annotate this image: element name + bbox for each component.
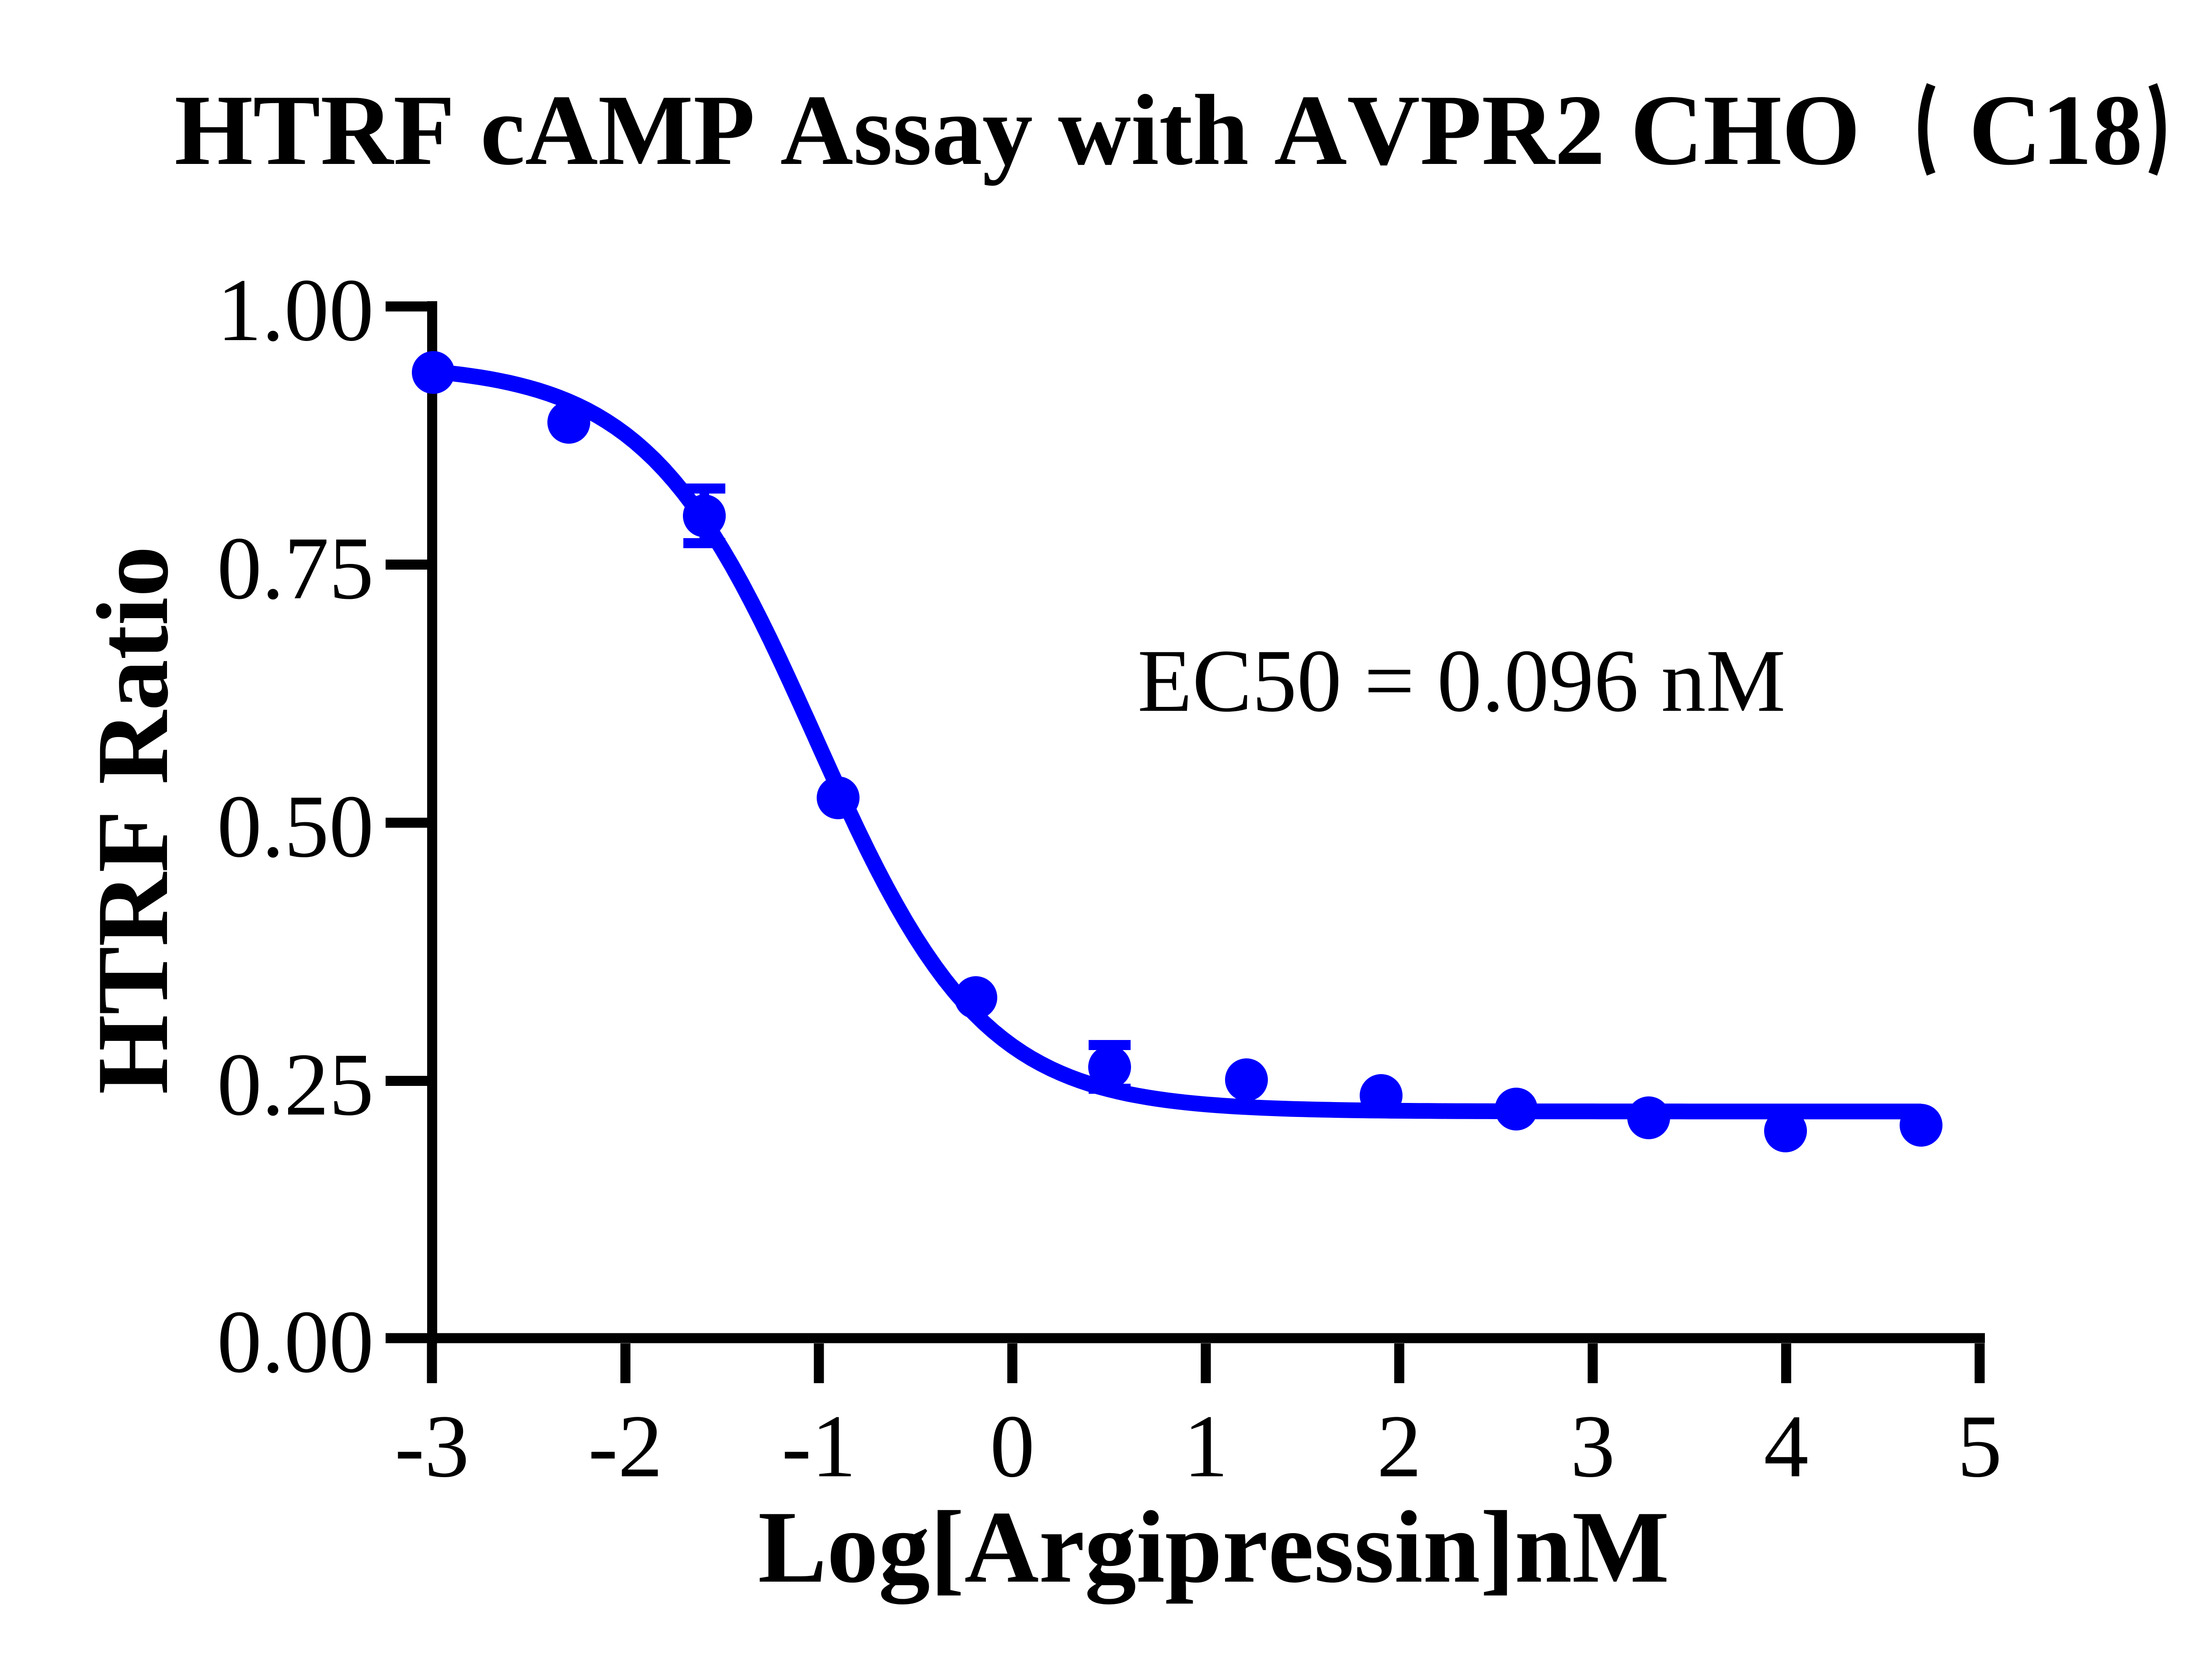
svg-text:0.00: 0.00	[217, 1292, 374, 1391]
svg-text:4: 4	[1764, 1397, 1809, 1496]
svg-text:-1: -1	[782, 1397, 856, 1496]
svg-text:1: 1	[1184, 1397, 1229, 1496]
svg-text:0.50: 0.50	[217, 777, 374, 876]
svg-text:0.75: 0.75	[217, 519, 374, 618]
svg-text:1.00: 1.00	[217, 261, 374, 360]
svg-text:C18: C18	[1969, 74, 2143, 186]
svg-text:-2: -2	[588, 1397, 663, 1496]
svg-text:-3: -3	[395, 1397, 470, 1496]
svg-text:HTRF cAMP Assay with AVPR2 CHO: HTRF cAMP Assay with AVPR2 CHO	[174, 74, 1860, 186]
svg-text:0.25: 0.25	[217, 1035, 374, 1134]
svg-text:3: 3	[1570, 1397, 1615, 1496]
svg-text:Log[Argipressin]nM: Log[Argipressin]nM	[758, 1490, 1670, 1604]
svg-text:2: 2	[1377, 1397, 1422, 1496]
svg-text:EC50 = 0.096 nM: EC50 = 0.096 nM	[1138, 631, 1786, 730]
svg-text:5: 5	[1957, 1397, 2002, 1496]
svg-text:0: 0	[990, 1397, 1035, 1496]
svg-text:HTRF Ratio: HTRF Ratio	[76, 546, 189, 1094]
